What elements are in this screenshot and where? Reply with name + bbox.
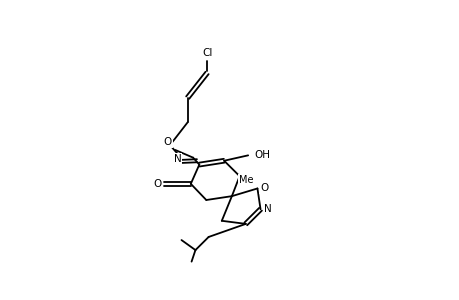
Text: OH: OH <box>254 150 270 160</box>
Text: N: N <box>174 154 181 164</box>
Text: O: O <box>153 179 161 189</box>
Text: Me: Me <box>238 175 252 185</box>
Text: Cl: Cl <box>202 48 212 58</box>
Text: O: O <box>163 137 171 147</box>
Text: N: N <box>263 204 271 214</box>
Text: O: O <box>260 184 268 194</box>
